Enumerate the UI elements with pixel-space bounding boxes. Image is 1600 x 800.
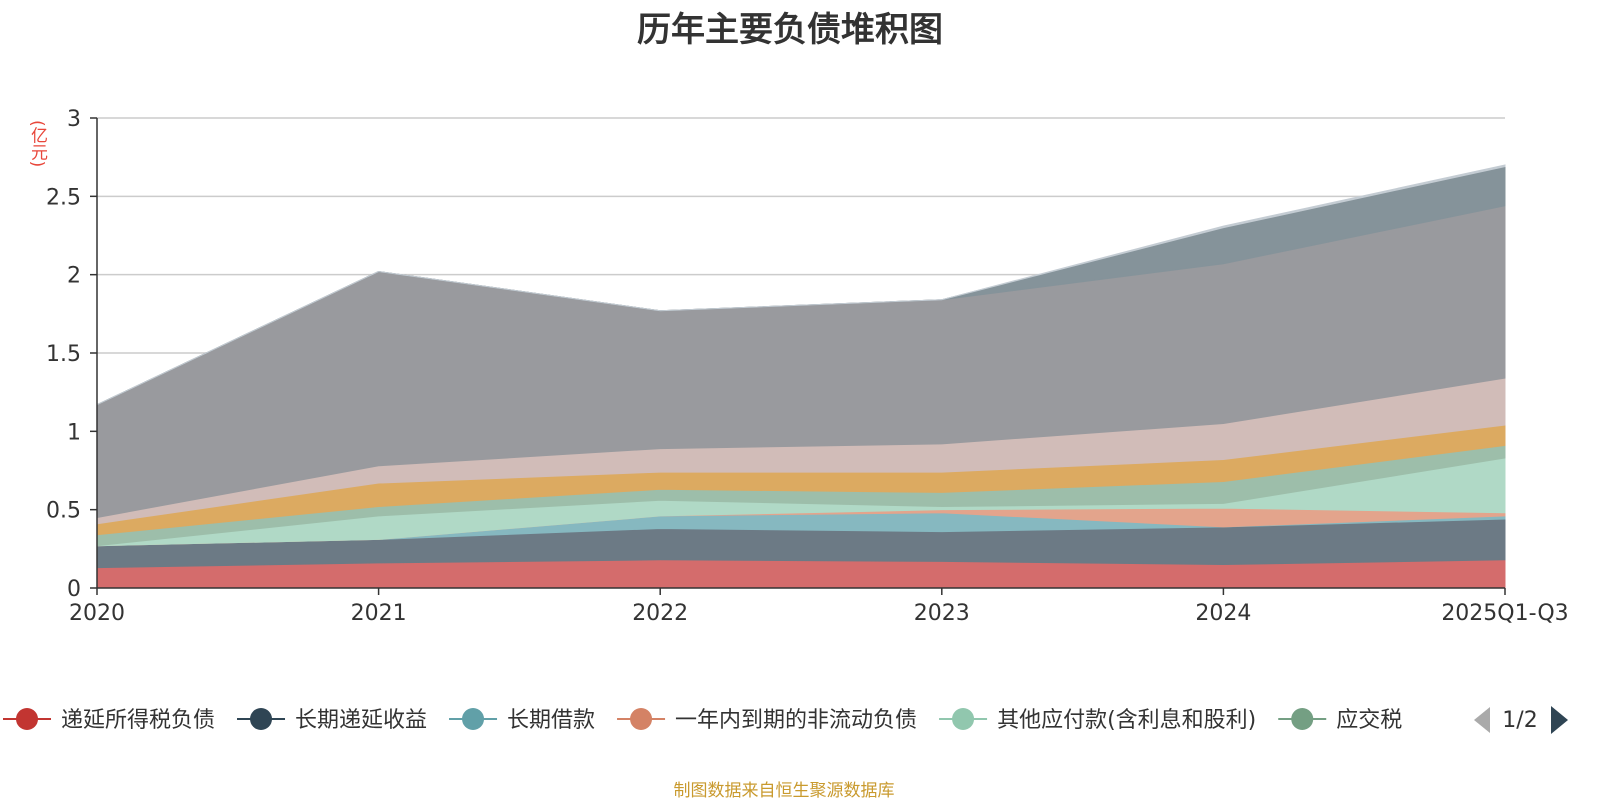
legend-marker	[250, 708, 273, 730]
legend-item-1[interactable]: 长期递延收益	[237, 708, 427, 733]
y-axis-unit-label: (亿元)	[27, 120, 47, 168]
legend-label: 递延所得税负债	[61, 708, 215, 733]
area-series-group	[96, 164, 1506, 589]
x-tick-label: 2025Q1-Q3	[1441, 601, 1568, 626]
legend-label: 长期递延收益	[295, 708, 427, 733]
legend-marker	[462, 708, 485, 730]
legend-marker	[630, 708, 653, 730]
axes: 0 0.5 1 1.5 2 2.5 3 2020 2021 2022 2023 2024 2025Q1-…	[46, 107, 1569, 626]
y-tick-label: 2.5	[46, 185, 81, 210]
x-tick-label: 2021	[351, 601, 407, 626]
legend-item-0[interactable]: 递延所得税负债	[3, 708, 215, 733]
y-tick-label: 2	[67, 264, 81, 289]
legend-prev-icon[interactable]	[1474, 707, 1490, 733]
data-source-footer: 制图数据来自恒生聚源数据库	[673, 781, 895, 800]
x-tick-label: 2020	[69, 601, 125, 626]
y-tick-label: 1	[67, 420, 81, 445]
legend-label: 其他应付款(含利息和股利)	[997, 708, 1256, 733]
y-tick-label: 3	[67, 107, 81, 132]
legend-item-3[interactable]: 一年内到期的非流动负债	[617, 708, 917, 733]
chart-title: 历年主要负债堆积图	[637, 10, 943, 50]
y-tick-label: 0.5	[46, 499, 81, 524]
x-tick-label: 2023	[914, 601, 970, 626]
x-tick-label: 2022	[632, 601, 688, 626]
area-series-10[interactable]	[96, 164, 1506, 406]
legend-item-4[interactable]: 其他应付款(含利息和股利)	[939, 708, 1256, 733]
x-tick-label: 2024	[1195, 601, 1251, 626]
legend-marker	[952, 708, 975, 730]
y-tick-label: 1.5	[46, 342, 81, 367]
legend-item-5[interactable]: 应交税	[1278, 708, 1402, 733]
legend-page-indicator: 1/2	[1502, 708, 1537, 733]
legend: 递延所得税负债 长期递延收益 长期借款 一年内到期的非流动负债 其他应付款(含利息和股利…	[3, 706, 1568, 734]
legend-label: 应交税	[1336, 708, 1402, 733]
legend-label: 长期借款	[507, 708, 595, 733]
legend-item-2[interactable]: 长期借款	[449, 708, 595, 733]
y-tick-label: 0	[67, 577, 81, 602]
legend-next-icon[interactable]	[1551, 706, 1568, 734]
legend-marker	[1291, 708, 1314, 730]
legend-marker	[16, 708, 38, 730]
legend-label: 一年内到期的非流动负债	[675, 708, 917, 733]
